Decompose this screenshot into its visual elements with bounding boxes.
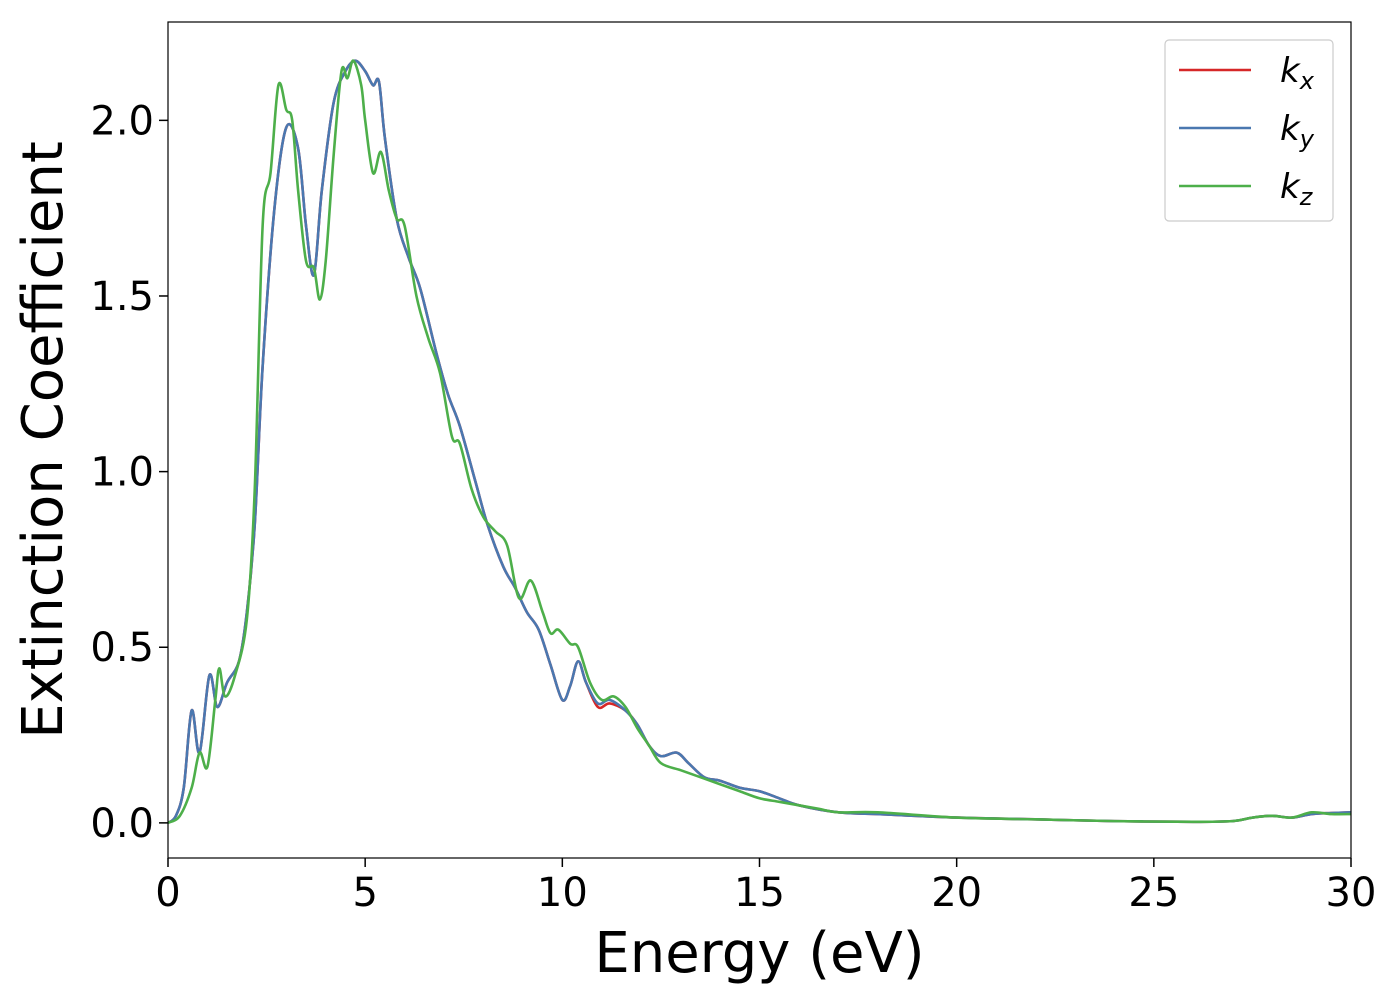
x-tick-label: 10 [537,870,588,916]
x-tick-label: 5 [352,870,377,916]
legend-label-kz: kz [1280,167,1314,211]
y-tick-label: 1.5 [90,274,154,320]
x-tick-label: 0 [155,870,180,916]
plot-lines [168,59,1351,825]
legend-label-main: k [1280,51,1301,91]
y-axis-label: Extinction Coefficient [11,141,76,739]
y-tick-label: 1.0 [90,450,154,496]
y-tick-label: 0.5 [90,625,154,671]
y-tick-label: 0.0 [90,801,154,847]
x-tick-label: 30 [1326,870,1377,916]
legend-label-kx: kx [1280,51,1315,95]
legend-label-main: k [1280,109,1301,149]
legend-label-subscript: x [1299,67,1315,95]
series-line-kz [168,59,1351,825]
legend-label-subscript: y [1299,125,1315,153]
x-tick-label: 25 [1128,870,1179,916]
y-axis-ticks: 0.0 0.5 1.0 1.5 2.0 [90,98,168,847]
legend-label-main: k [1280,167,1301,207]
legend-box [1164,39,1334,222]
legend-label-ky: ky [1280,109,1315,153]
y-tick-label: 2.0 [90,98,154,144]
legend-label-subscript: z [1299,183,1314,211]
x-tick-label: 20 [931,870,982,916]
x-axis-ticks: 0 5 10 15 20 25 30 [155,858,1376,916]
series-line-ky [168,59,1351,824]
x-axis-label: Energy (eV) [594,921,924,986]
x-tick-label: 15 [734,870,785,916]
